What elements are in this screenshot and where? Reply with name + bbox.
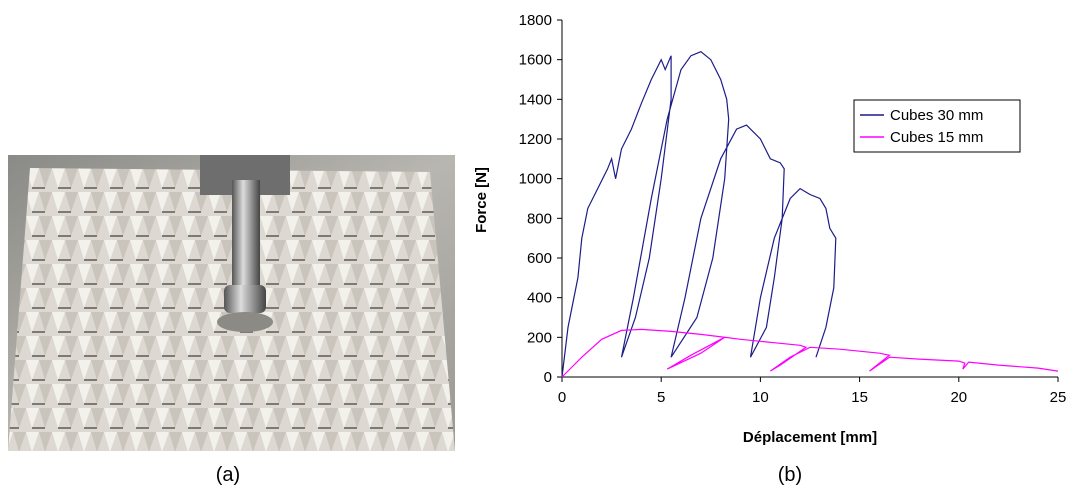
x-axis-label: Déplacement [mm] bbox=[743, 429, 877, 446]
y-tick-label: 800 bbox=[527, 210, 552, 227]
y-tick-label: 1000 bbox=[519, 171, 552, 188]
y-tick-label: 1800 bbox=[519, 12, 552, 29]
x-tick-label: 0 bbox=[558, 389, 566, 406]
y-tick-label: 1400 bbox=[519, 91, 552, 108]
x-tick-label: 10 bbox=[752, 389, 769, 406]
y-tick-label: 200 bbox=[527, 329, 552, 346]
x-tick-label: 15 bbox=[851, 389, 868, 406]
y-axis-label: Force [N] bbox=[473, 167, 490, 233]
y-tick-label: 1600 bbox=[519, 52, 552, 69]
x-tick-label: 25 bbox=[1050, 389, 1067, 406]
legend-label: Cubes 15 mm bbox=[890, 129, 983, 146]
caption: (b) bbox=[778, 464, 802, 486]
y-tick-label: 600 bbox=[527, 250, 552, 267]
photo bbox=[8, 155, 455, 451]
line bbox=[561, 328, 1059, 378]
x-tick-label: 20 bbox=[950, 389, 967, 406]
y-tick-label: 0 bbox=[544, 369, 552, 386]
y-tick-label: 1200 bbox=[519, 131, 552, 148]
caption: (a) bbox=[216, 464, 240, 486]
line bbox=[561, 51, 837, 378]
y-tick-label: 400 bbox=[527, 290, 552, 307]
legend-box bbox=[853, 99, 1021, 153]
legend-label: Cubes 30 mm bbox=[890, 107, 983, 124]
x-tick-label: 5 bbox=[657, 389, 665, 406]
